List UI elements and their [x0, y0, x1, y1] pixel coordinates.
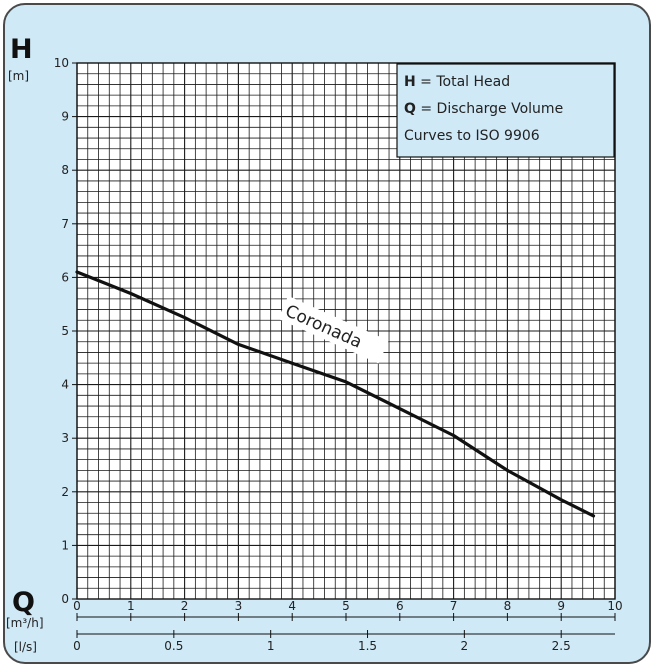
x-tick-label: 5: [342, 599, 350, 613]
series-label-background: [278, 295, 389, 364]
x-tick-label: 4: [288, 599, 296, 613]
y-tick-label: 10: [54, 56, 69, 70]
y-axis-symbol: H: [10, 34, 33, 65]
x2-tick-label: 1.5: [358, 639, 377, 653]
y-tick-label: 1: [61, 538, 69, 552]
x-tick-label: 10: [607, 599, 622, 613]
y-tick-label: 3: [61, 431, 69, 445]
x-axis-unit-secondary: [l/s]: [14, 640, 37, 654]
x-tick-label: 9: [557, 599, 565, 613]
y-tick-label: 7: [61, 217, 69, 231]
x-tick-label: 6: [396, 599, 404, 613]
x2-tick-label: 1: [267, 639, 275, 653]
y-tick-label: 4: [61, 378, 69, 392]
x-tick-label: 8: [504, 599, 512, 613]
x-tick-label: 2: [181, 599, 189, 613]
legend-text: = Discharge Volume: [416, 101, 563, 117]
legend-symbol: Q: [404, 101, 416, 117]
y-tick-label: 8: [61, 163, 69, 177]
legend-text: Curves to ISO 9906: [404, 128, 540, 144]
x2-tick-label: 2.5: [552, 639, 571, 653]
x-tick-label: 1: [127, 599, 135, 613]
x-tick-label: 0: [73, 599, 81, 613]
legend-symbol: H: [404, 74, 416, 90]
y-tick-label: 0: [61, 592, 69, 606]
x2-tick-label: 2: [461, 639, 469, 653]
x-tick-label: 3: [235, 599, 243, 613]
y-tick-label: 2: [61, 485, 69, 499]
legend-line: H = Total Head: [404, 74, 510, 90]
y-tick-label: 9: [61, 110, 69, 124]
legend-line: Curves to ISO 9906: [404, 128, 540, 144]
y-tick-label: 5: [61, 324, 69, 338]
series-line-coronada: [75, 270, 596, 518]
x2-tick-label: 0: [73, 639, 81, 653]
x-axis-unit-primary: [m³/h]: [6, 616, 44, 630]
x-tick-label: 7: [450, 599, 458, 613]
legend-text: = Total Head: [416, 74, 510, 90]
x2-tick-label: 0.5: [164, 639, 183, 653]
x-axis-symbol: Q: [12, 587, 35, 618]
y-tick-label: 6: [61, 270, 69, 284]
legend-box: [396, 63, 615, 158]
legend-line: Q = Discharge Volume: [404, 101, 563, 117]
y-axis-unit: [m]: [8, 69, 29, 83]
